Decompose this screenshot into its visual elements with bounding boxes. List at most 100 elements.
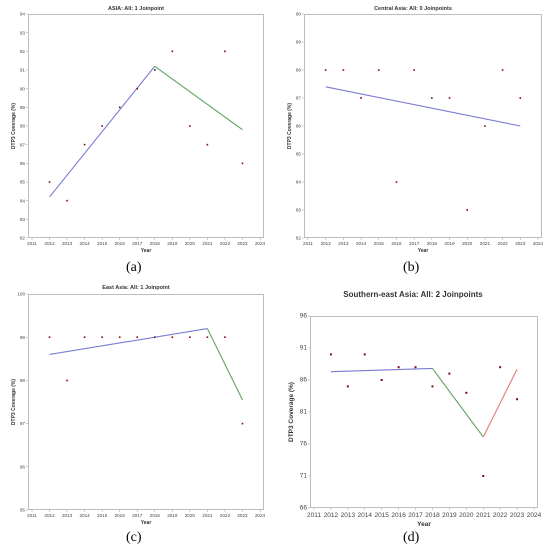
x-axis-label: Year: [418, 248, 429, 254]
data-point: [413, 69, 415, 71]
x-tick-label: 2018: [425, 512, 440, 519]
data-point: [224, 50, 226, 53]
data-point: [448, 372, 451, 375]
data-point: [48, 336, 51, 338]
y-tick-label: 95: [20, 508, 26, 513]
chart-title-c: East Asia: All: 1 Joinpoint: [102, 285, 170, 291]
data-point: [171, 336, 174, 338]
data-point: [136, 336, 139, 338]
y-tick-label: 86: [20, 161, 26, 166]
data-point: [206, 336, 209, 338]
data-point: [360, 97, 362, 99]
trend-segment-1: [49, 328, 208, 356]
data-point: [395, 181, 398, 183]
x-tick-label: 2019: [442, 512, 457, 519]
x-tick-label: 2015: [374, 512, 389, 519]
data-point: [516, 398, 519, 401]
y-tick-label: 88: [20, 124, 26, 129]
x-tick-label: 2011: [307, 512, 321, 519]
y-tick-label: 76: [300, 441, 308, 448]
data-point: [171, 50, 174, 53]
y-tick-label: 86: [296, 124, 302, 129]
x-tick-label: 2013: [341, 512, 356, 519]
x-tick-label: 2021: [202, 513, 213, 518]
x-tick-label: 2018: [150, 513, 161, 518]
y-tick-label: 85: [296, 152, 302, 157]
chart-title-d: Southern-east Asia: All: 2 Joinpoints: [343, 290, 483, 299]
x-tick-label: 2020: [462, 241, 473, 246]
x-axis-label: Year: [417, 521, 431, 528]
data-point: [224, 336, 226, 338]
x-tick-label: 2013: [62, 241, 73, 246]
trend-segment-3: [482, 368, 518, 438]
y-tick-label: 83: [296, 208, 302, 213]
plot-frame-d: [310, 316, 538, 508]
x-tick-label: 2018: [150, 241, 161, 246]
data-point: [465, 391, 468, 394]
y-tick-label: 82: [20, 236, 26, 241]
data-point: [189, 336, 191, 338]
x-tick-label: 2023: [515, 241, 526, 246]
x-tick-label: 2024: [255, 513, 266, 518]
y-tick-label: 96: [300, 313, 308, 320]
y-tick-label: 84: [296, 180, 302, 185]
x-tick-label: 2022: [220, 513, 231, 518]
y-tick-label: 89: [296, 40, 302, 45]
data-point: [206, 143, 209, 146]
x-tick-label: 2012: [44, 513, 55, 518]
data-point: [363, 353, 366, 356]
data-point: [377, 69, 380, 71]
chart-panel-a: ASIA: All: 1 Joinpoint 82 83 84 85 86 87 88 89 9…: [6, 6, 266, 254]
x-tick-label: 2016: [115, 241, 126, 246]
data-point: [101, 125, 103, 127]
data-point: [324, 69, 327, 71]
y-tick-label: 84: [20, 198, 26, 203]
data-point: [431, 385, 434, 388]
y-tick-label: 89: [20, 105, 26, 110]
x-tick-label: 2020: [459, 512, 474, 519]
x-tick-label: 2011: [303, 241, 313, 246]
panel-label-a: (a): [126, 260, 142, 275]
x-tick-label: 2011: [27, 513, 37, 518]
data-point: [431, 97, 433, 99]
data-point: [189, 125, 191, 127]
y-tick-label: 90: [20, 86, 26, 91]
x-tick-label: 2013: [62, 513, 73, 518]
x-tick-label: 2014: [358, 512, 373, 519]
panel-label-c: (c): [126, 530, 142, 545]
data-point: [414, 366, 417, 369]
y-tick-label: 90: [296, 12, 302, 17]
data-point: [329, 353, 332, 356]
x-tick-label: 2016: [391, 512, 406, 519]
x-tick-label: 2021: [202, 241, 213, 246]
x-tick-label: 2012: [321, 241, 332, 246]
chart-panel-c: East Asia: All: 1 Joinpoint 95 96 97 98 99 10…: [6, 284, 266, 526]
x-tick-label: 2015: [97, 241, 108, 246]
x-tick-label: 2014: [356, 241, 367, 246]
y-tick-label: 91: [20, 68, 26, 73]
data-point: [346, 385, 349, 388]
y-tick-label: 71: [300, 473, 308, 480]
x-tick-label: 2012: [324, 512, 339, 519]
x-tick-label: 2017: [408, 512, 423, 519]
data-point: [136, 87, 139, 90]
x-tick-label: 2022: [497, 241, 508, 246]
data-point: [101, 336, 103, 338]
y-tick-label: 86: [300, 377, 308, 384]
data-point: [153, 69, 156, 71]
chart-svg-c: 95 96 97 98 99 100 2011 2012 2013 2014 2015 2016 201…: [11, 292, 266, 526]
y-tick-label: 87: [296, 96, 302, 101]
x-tick-label: 2016: [391, 241, 402, 246]
x-tick-label: 2024: [533, 241, 544, 246]
y-tick-label: 99: [20, 335, 26, 340]
data-point: [380, 379, 383, 381]
trend-segment-2: [154, 65, 243, 131]
y-tick-label: 98: [20, 378, 26, 383]
y-axis-label: DTP3 Coverage (%): [287, 103, 293, 149]
y-tick-label: 97: [20, 421, 26, 426]
data-point: [484, 125, 486, 127]
data-point: [66, 379, 68, 382]
y-tick-label: 85: [20, 180, 26, 185]
y-tick-label: 83: [20, 217, 26, 222]
